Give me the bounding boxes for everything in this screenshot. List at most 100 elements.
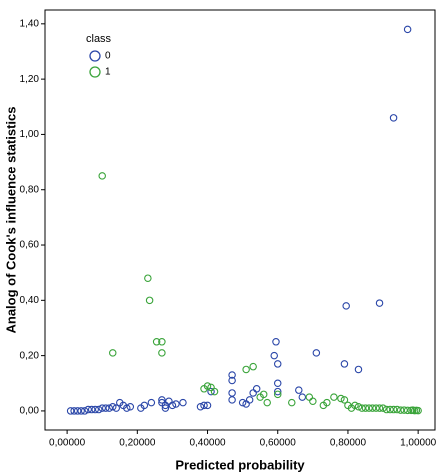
point	[158, 349, 166, 357]
point	[144, 274, 152, 282]
point	[80, 407, 89, 415]
point	[389, 114, 398, 122]
point	[365, 404, 373, 412]
point	[393, 405, 401, 414]
point	[288, 398, 296, 407]
point	[152, 338, 161, 346]
point	[207, 387, 215, 396]
point	[105, 404, 113, 412]
x-axis-title: Predicted probability	[175, 457, 305, 472]
legend-label: 1	[105, 67, 111, 78]
y-tick-label: 0,40	[20, 295, 40, 306]
point	[340, 396, 349, 404]
point	[273, 390, 282, 399]
x-tick-label: 0,00000	[49, 438, 86, 449]
point	[298, 393, 307, 401]
point	[238, 398, 247, 407]
point	[161, 404, 170, 412]
point	[98, 404, 106, 412]
point	[403, 25, 412, 34]
point	[368, 404, 377, 412]
point	[337, 394, 345, 403]
point	[389, 405, 398, 414]
point	[400, 406, 408, 414]
point	[108, 403, 117, 411]
plot-frame	[44, 9, 436, 431]
y-tick-label: 0,00	[20, 406, 40, 417]
point	[123, 404, 131, 412]
point	[273, 387, 282, 396]
point	[242, 365, 250, 374]
point	[396, 406, 405, 414]
point	[259, 390, 268, 399]
point	[354, 403, 363, 411]
point	[249, 362, 257, 371]
point	[158, 396, 166, 404]
point	[98, 172, 106, 180]
y-axis-title: Analog of Cook's influence statistics	[3, 106, 18, 333]
point	[94, 405, 103, 414]
legend-marker	[89, 50, 101, 62]
x-tick-label: 0,80000	[330, 438, 367, 449]
point	[145, 296, 154, 305]
x-tick-label: 1,00000	[400, 438, 437, 449]
y-tick-label: 1,40	[20, 18, 40, 29]
point	[70, 407, 78, 415]
point	[361, 404, 370, 412]
point	[375, 299, 384, 307]
y-tick-label: 0,20	[20, 350, 40, 361]
point	[409, 406, 417, 414]
point	[172, 400, 180, 408]
legend-title: class	[86, 33, 112, 45]
point	[379, 404, 387, 412]
legend-marker	[89, 66, 101, 78]
point	[358, 404, 366, 412]
point	[140, 401, 149, 410]
legend-label: 0	[105, 51, 111, 62]
point	[323, 398, 331, 407]
point	[375, 404, 384, 412]
point	[386, 405, 394, 414]
point	[263, 398, 271, 407]
point	[228, 396, 236, 404]
point	[412, 406, 421, 415]
point	[273, 379, 282, 388]
point	[200, 401, 208, 410]
point	[270, 351, 278, 360]
point	[210, 387, 219, 396]
point	[228, 371, 236, 379]
point	[126, 403, 135, 411]
x-tick-label: 0,60000	[260, 438, 297, 449]
x-tick-label: 0,40000	[189, 438, 226, 449]
point	[272, 338, 280, 346]
point	[403, 406, 412, 415]
point	[228, 376, 236, 385]
y-tick-label: 1,00	[20, 129, 40, 140]
point	[382, 405, 391, 414]
point	[354, 365, 363, 374]
point	[312, 349, 321, 357]
point	[77, 407, 85, 415]
point	[342, 302, 350, 310]
point	[158, 338, 166, 346]
point	[73, 407, 82, 415]
point	[203, 401, 212, 410]
point	[87, 405, 96, 414]
point	[252, 385, 261, 393]
point	[351, 401, 359, 410]
y-tick-label: 0,60	[20, 240, 40, 251]
y-tick-label: 1,20	[20, 74, 40, 85]
point	[66, 407, 75, 415]
y-tick-label: 0,80	[20, 184, 40, 195]
point	[196, 403, 205, 411]
point	[84, 405, 92, 414]
point	[309, 397, 317, 405]
point	[101, 404, 110, 412]
point	[108, 349, 117, 357]
point	[91, 405, 99, 414]
x-tick-label: 0,20000	[119, 438, 156, 449]
point	[112, 404, 121, 412]
point	[273, 360, 282, 368]
